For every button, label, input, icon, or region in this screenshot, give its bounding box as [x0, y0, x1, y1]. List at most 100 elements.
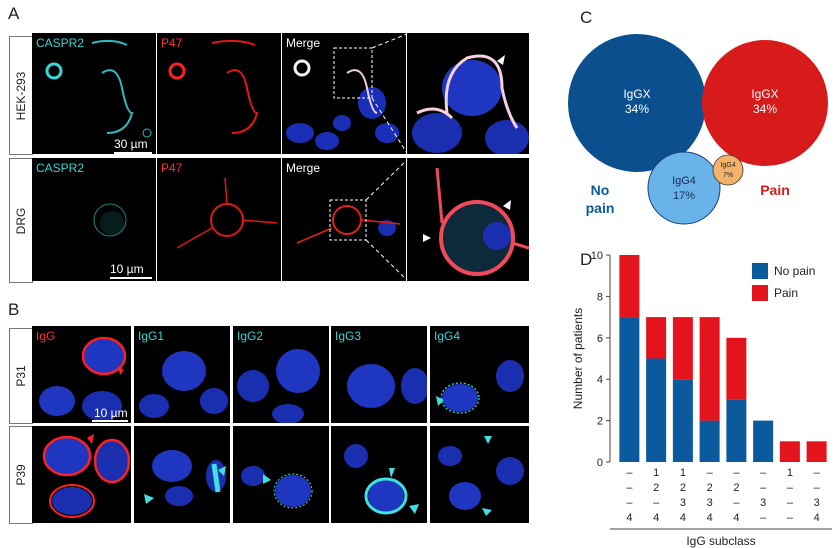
image-p31-igg3: IgG3 [331, 326, 427, 423]
scale-bar [92, 420, 128, 422]
y-tick-label: 4 [597, 374, 603, 386]
x-category-label: 4 [626, 512, 632, 524]
image-p39-igg1 [134, 426, 230, 523]
y-axis-label: Number of patients [571, 308, 585, 409]
scale-text-30um: 30 µm [114, 137, 148, 151]
image-p39-igg4 [430, 426, 529, 523]
bar-no-pain-0 [619, 317, 640, 462]
x-category-label: 2 [680, 482, 686, 494]
row-label-p39: P39 [9, 426, 33, 524]
image-drg-p47: P47 [157, 158, 281, 281]
y-tick-label: 2 [597, 416, 603, 428]
row-label-p31-text: P31 [14, 365, 28, 387]
bubble-nopain-igg4 [647, 151, 721, 225]
row-label-p39-text: P39 [14, 464, 28, 486]
bar-pain-0 [619, 255, 640, 318]
x-category-label: – [787, 512, 794, 524]
bubble-nopain-igg4-pct: 17% [673, 190, 695, 202]
x-category-label: 4 [653, 512, 659, 524]
x-category-label: 1 [787, 467, 793, 479]
bubble-nopain-iggx-pct: 34% [625, 102, 649, 116]
bar-pain-2 [672, 317, 693, 380]
x-category-label: 1 [653, 467, 659, 479]
x-category-label: 2 [653, 482, 659, 494]
x-category-label: 1 [680, 467, 686, 479]
row-label-p31: P31 [9, 328, 33, 424]
legend-label-pain: Pain [774, 286, 798, 300]
x-category-label: – [760, 512, 767, 524]
bar-no-pain-2 [672, 379, 693, 462]
label-igg: IgG [36, 329, 56, 343]
bar-pain-6 [779, 441, 800, 462]
label-merge: Merge [286, 36, 321, 50]
bar-no-pain-1 [646, 358, 667, 462]
bubble-pain-igg4-label: IgG4 [720, 162, 735, 169]
bubble-pain-iggx [702, 40, 828, 166]
scale-bar [114, 152, 152, 154]
x-category-label: 3 [707, 497, 713, 509]
x-category-label: – [733, 497, 740, 509]
image-p31-igg1: IgG1 [134, 326, 230, 423]
bubble-chart: IgGX 34% IgGX 34% IgG4 17% IgG4 7% No pai… [568, 34, 828, 225]
bubble-pain-igg4-pct: 7% [723, 172, 733, 179]
group-label-pain: Pain [760, 182, 790, 198]
x-category-label: – [814, 467, 821, 479]
zoom-connectors [0, 0, 837, 300]
x-category-label: 3 [680, 497, 686, 509]
x-category-label: – [760, 467, 767, 479]
image-hek-merge: Merge [282, 33, 406, 154]
x-category-label: 4 [680, 512, 686, 524]
panel-a-letter: A [8, 4, 20, 23]
label-igg1: IgG1 [138, 329, 165, 343]
image-drg-caspr2: CASPR2 10 µm [32, 158, 156, 281]
y-tick-label: 8 [597, 291, 603, 303]
bar-no-pain-3 [699, 420, 720, 462]
x-category-label: 4 [733, 512, 739, 524]
row-label-drg: DRG [9, 158, 33, 283]
label-p47-drg: P47 [161, 161, 183, 175]
bubble-pain-igg4 [712, 154, 744, 186]
bar-pain-3 [699, 317, 720, 421]
y-tick-label: 0 [597, 457, 603, 469]
legend-swatch-no-pain [752, 263, 768, 279]
legend-swatch-pain [752, 285, 768, 301]
x-category-label: – [760, 482, 767, 494]
bar-no-pain-5 [753, 420, 774, 462]
bar-pain-7 [806, 441, 827, 462]
label-caspr2-drg: CASPR2 [36, 161, 85, 175]
image-p31-igg2: IgG2 [233, 326, 329, 423]
bubble-pain-iggx-pct: 34% [753, 102, 777, 116]
bar-pain-4 [726, 337, 747, 400]
scale-text-b-10um: 10 µm [94, 406, 128, 420]
x-category-label: – [653, 497, 660, 509]
label-igg3: IgG3 [335, 329, 362, 343]
image-p39-igg [32, 426, 131, 523]
panel-b-letter: B [8, 300, 20, 319]
image-p31-igg4: IgG4 [430, 326, 529, 423]
x-category-label: – [626, 467, 633, 479]
x-axis-label: IgG subclass [686, 534, 755, 548]
group-label-no-pain: No pain [586, 182, 615, 216]
stacked-bar-chart: 0 2 4 6 8 10 Number of patients – – – 4 1 2 – 4 1 2 3 4 – 2 3… [571, 250, 832, 548]
panel-d-letter: D [580, 250, 593, 269]
x-category-label: – [626, 497, 633, 509]
bar-pain-1 [646, 317, 667, 359]
label-caspr2: CASPR2 [36, 36, 85, 50]
label-igg2: IgG2 [237, 329, 264, 343]
label-igg4: IgG4 [434, 329, 461, 343]
x-category-label: 2 [707, 482, 713, 494]
label-p47: P47 [161, 36, 183, 50]
x-category-label: – [787, 497, 794, 509]
x-category-label: – [814, 482, 821, 494]
x-category-label: 4 [707, 512, 713, 524]
bubble-nopain-iggx [568, 34, 706, 172]
legend-label-no-pain: No pain [774, 264, 815, 278]
image-p39-igg3 [331, 426, 427, 523]
bubble-pain-iggx-label: IgGX [751, 87, 778, 101]
image-hek-p47: P47 [157, 33, 281, 154]
y-tick-label: 10 [591, 250, 603, 262]
x-category-label: 4 [814, 512, 820, 524]
x-category-label: 2 [733, 482, 739, 494]
label-merge-drg: Merge [286, 161, 321, 175]
image-hek-zoom [407, 33, 529, 154]
